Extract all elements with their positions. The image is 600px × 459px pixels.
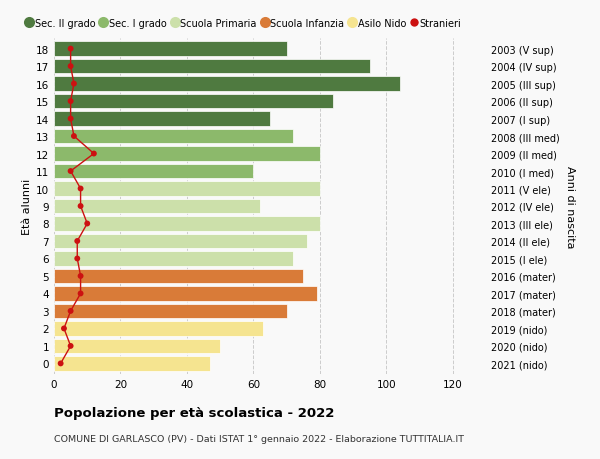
Point [76,185,85,193]
Point [76,290,85,297]
Bar [54,60,370,74]
Point [66,116,76,123]
Bar [54,112,270,126]
Bar [54,357,210,371]
Point [73,238,82,245]
Bar [54,42,287,56]
Bar [54,252,293,266]
Bar [54,95,333,109]
Point [66,342,76,350]
Point [69,133,79,140]
Bar [54,147,320,162]
Point [76,203,85,210]
Point [69,81,79,88]
Bar [54,339,220,353]
Bar [54,269,303,284]
Point [89,151,98,158]
Bar [54,164,253,179]
Text: Popolazione per età scolastica - 2022: Popolazione per età scolastica - 2022 [54,406,334,419]
Bar [54,287,317,301]
Point [73,255,82,263]
Bar [54,304,287,319]
Bar [54,322,263,336]
Point [59,325,69,332]
Bar [54,129,293,144]
Bar [54,182,320,196]
Point [66,168,76,175]
Bar [54,234,307,249]
Point [66,63,76,71]
Bar [54,77,400,91]
Text: COMUNE DI GARLASCO (PV) - Dati ISTAT 1° gennaio 2022 - Elaborazione TUTTITALIA.I: COMUNE DI GARLASCO (PV) - Dati ISTAT 1° … [54,434,464,443]
Legend: Sec. II grado, Sec. I grado, Scuola Primaria, Scuola Infanzia, Asilo Nido, Stran: Sec. II grado, Sec. I grado, Scuola Prim… [27,19,461,29]
Y-axis label: Età alunni: Età alunni [22,179,32,235]
Y-axis label: Anni di nascita: Anni di nascita [565,165,575,248]
Bar [54,199,260,214]
Point [66,98,76,106]
Point [66,46,76,53]
Point [76,273,85,280]
Point [82,220,92,228]
Point [56,360,65,367]
Bar [54,217,320,231]
Point [66,308,76,315]
